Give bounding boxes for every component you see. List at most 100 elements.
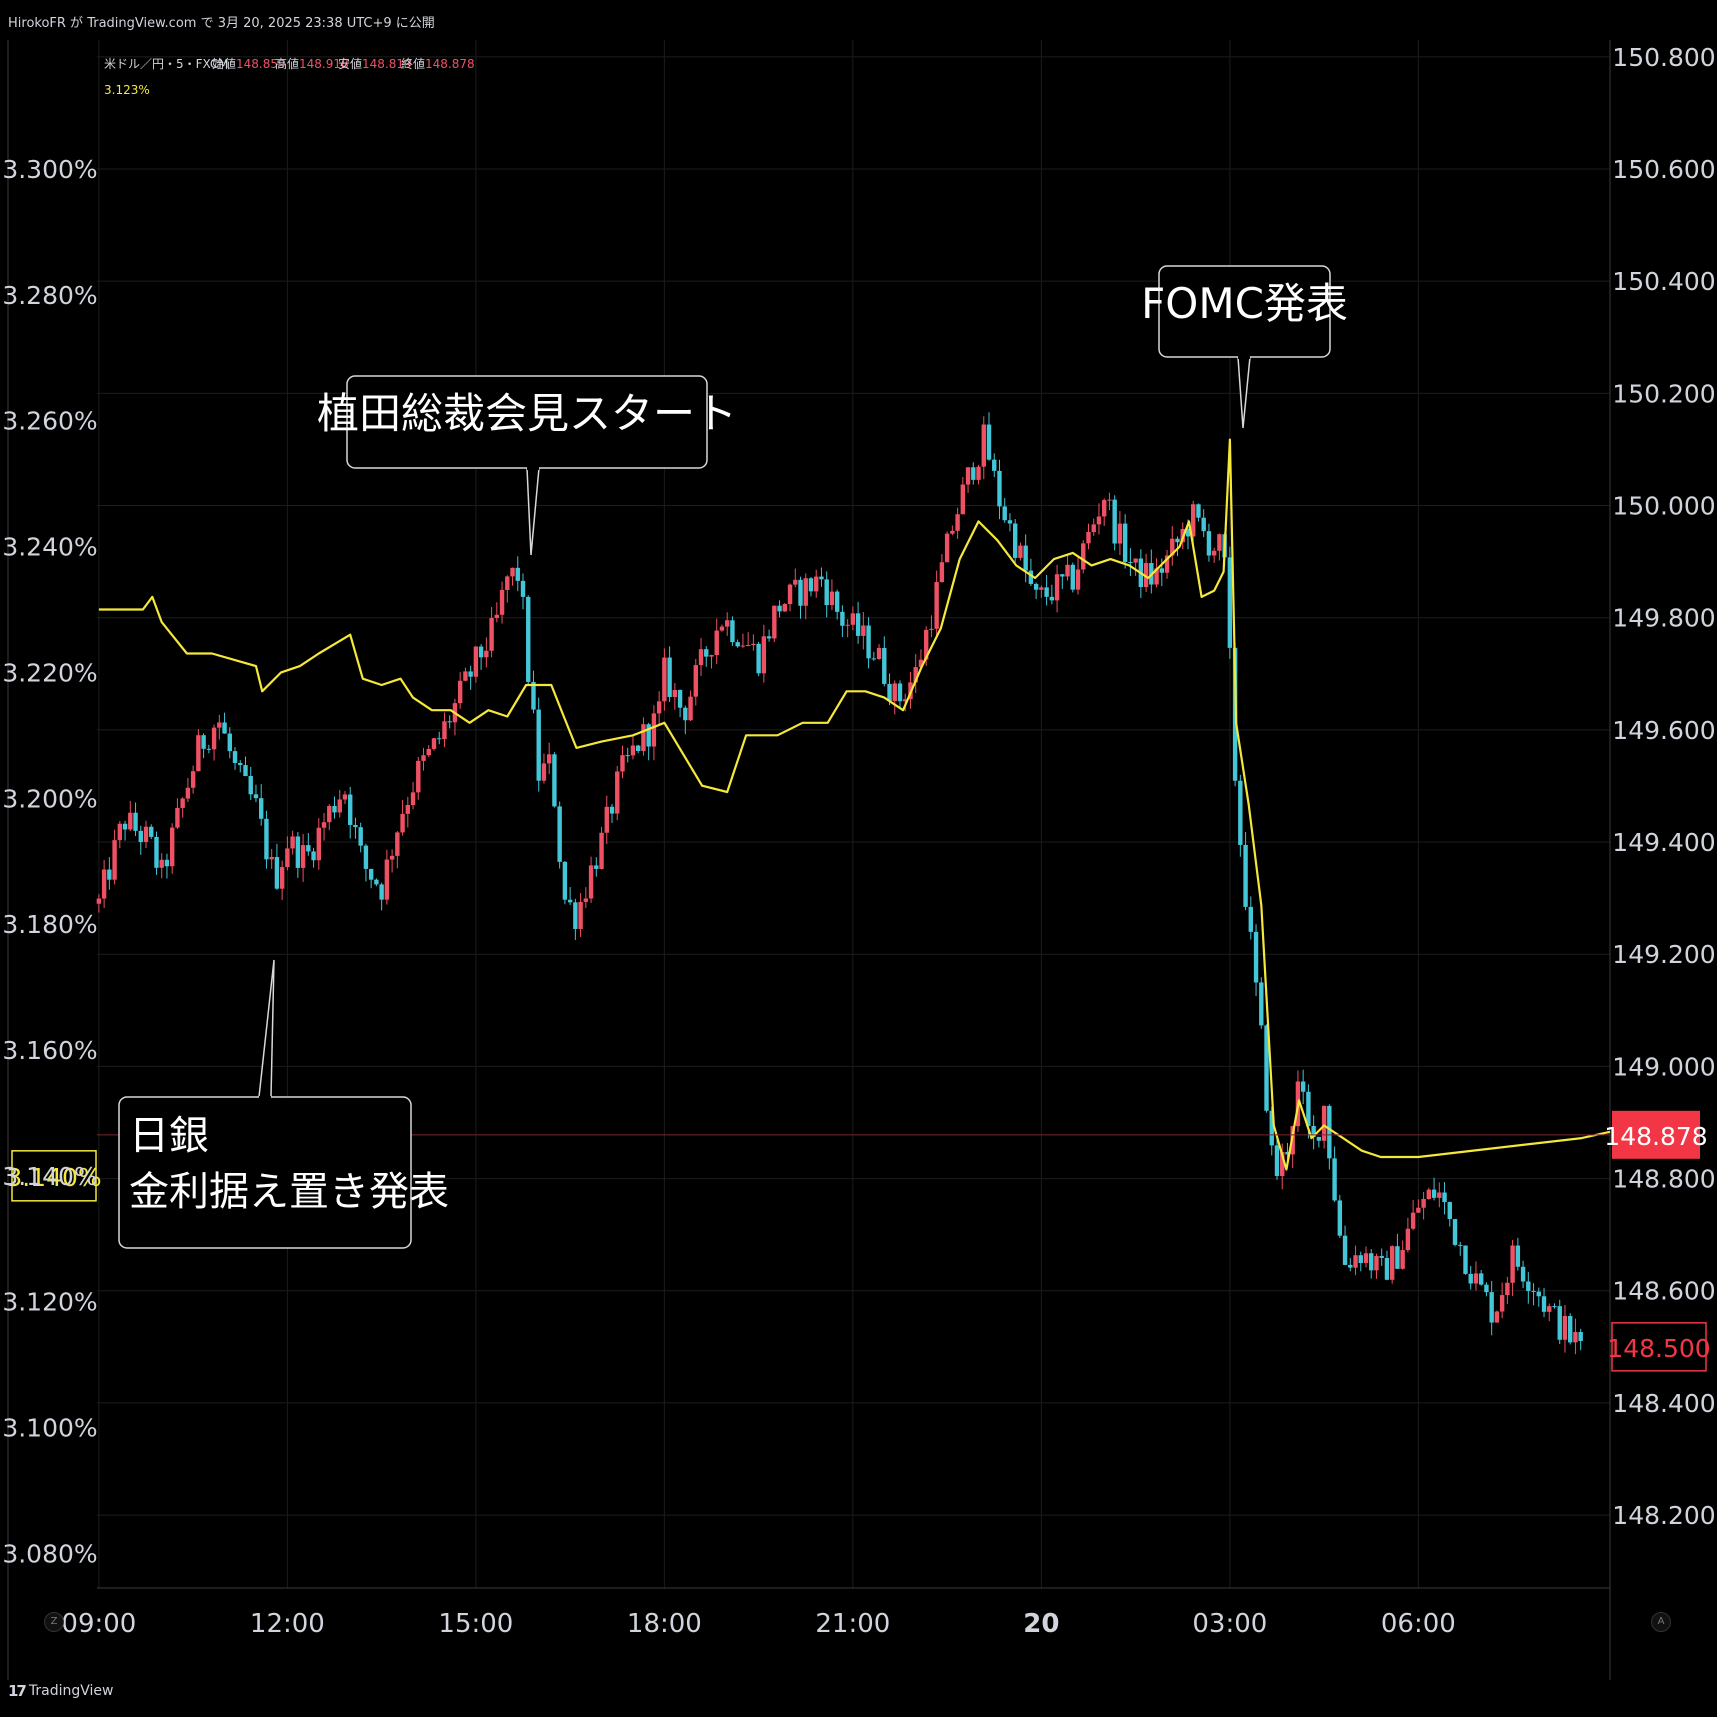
candle-body: [1049, 596, 1055, 601]
candle-body: [1185, 528, 1191, 537]
candle: [279, 860, 285, 900]
candle: [1369, 1249, 1374, 1279]
candle: [1311, 1115, 1316, 1150]
candle: [447, 715, 452, 729]
candle: [1070, 562, 1075, 593]
candle: [410, 782, 416, 810]
candle: [1002, 498, 1007, 523]
candle-body: [866, 625, 871, 659]
annotation-callout: FOMC発表: [1141, 265, 1348, 429]
candle-body: [1384, 1257, 1390, 1280]
candle: [704, 646, 709, 667]
candle: [389, 849, 395, 873]
candle: [1463, 1245, 1468, 1275]
candle: [1091, 518, 1096, 536]
candle: [416, 756, 421, 800]
candle-body: [348, 794, 353, 825]
candle: [1143, 553, 1149, 593]
time-tick-label: 18:00: [627, 1609, 702, 1639]
candle: [971, 462, 976, 485]
legend-low-label: 安値: [338, 56, 362, 71]
candle-body: [876, 647, 882, 659]
current-yield-badge: [11, 1150, 97, 1202]
candle: [683, 705, 688, 735]
candle: [1421, 1191, 1426, 1220]
candle: [997, 459, 1002, 520]
candle-body: [965, 467, 971, 485]
candle-body: [1416, 1207, 1421, 1213]
candle-body: [1552, 1306, 1557, 1308]
candle: [871, 651, 877, 661]
yield-line: [98, 438, 1611, 1171]
candle: [306, 833, 311, 856]
candle-body: [1196, 504, 1201, 518]
candle: [133, 802, 138, 837]
candle: [274, 843, 280, 890]
candle: [526, 595, 531, 686]
candle: [1405, 1217, 1411, 1253]
candle: [1170, 526, 1175, 566]
candle-body: [1102, 500, 1107, 517]
yield-tick-label: 3.300%: [2, 155, 97, 184]
candle-body: [992, 459, 997, 471]
callout-joint: [259, 1096, 271, 1100]
candle-body: [468, 671, 473, 677]
candle: [1573, 1318, 1578, 1355]
legend-open-label: 始値: [212, 56, 236, 71]
candle-body: [1473, 1273, 1479, 1284]
yield-tick-label: 3.120%: [2, 1288, 97, 1317]
candle-body: [1568, 1315, 1573, 1343]
candle-body: [169, 827, 175, 867]
candle-body: [997, 470, 1002, 507]
candle-body: [918, 659, 924, 668]
candle: [107, 857, 112, 890]
timezone-button[interactable]: Z: [44, 1612, 64, 1632]
candle: [159, 853, 164, 879]
candle: [1337, 1194, 1343, 1238]
candle-body: [1159, 568, 1164, 573]
candle: [651, 705, 657, 761]
candle-body: [196, 735, 201, 772]
candle: [269, 848, 274, 870]
candle-body: [1164, 555, 1170, 573]
candle-body: [861, 625, 866, 636]
candle-body: [489, 618, 494, 651]
time-tick-label: 20: [1023, 1609, 1059, 1639]
candle-body: [950, 530, 955, 534]
candle: [1578, 1328, 1583, 1351]
candle: [850, 606, 856, 631]
candle: [939, 554, 945, 583]
candle-body: [588, 865, 594, 899]
candle-body: [1143, 563, 1149, 588]
candle: [557, 801, 562, 869]
yield-tick-label: 3.240%: [2, 533, 97, 562]
candle: [1149, 549, 1154, 594]
candle: [374, 878, 379, 887]
candle-body: [709, 655, 714, 657]
candle: [1154, 558, 1159, 588]
candle-body: [897, 683, 903, 702]
time-tick-label: 06:00: [1381, 1609, 1456, 1639]
candle: [725, 612, 730, 636]
yield-tick-label: 3.160%: [2, 1036, 97, 1065]
candle: [615, 765, 620, 821]
candle-body: [1023, 545, 1028, 571]
candle: [672, 683, 678, 710]
candle: [1389, 1245, 1395, 1284]
candle: [190, 765, 196, 794]
auto-scale-button[interactable]: A: [1651, 1612, 1671, 1632]
candle: [143, 820, 149, 849]
candle-body: [1379, 1256, 1384, 1258]
candle-body: [960, 484, 966, 515]
candle: [1018, 542, 1023, 561]
callout-pointer: [1237, 356, 1251, 429]
candle-body: [1426, 1189, 1432, 1199]
candle-body: [1065, 564, 1070, 577]
candle-body: [327, 805, 332, 823]
candle-body: [667, 657, 672, 698]
candle-body: [635, 745, 641, 751]
candle: [206, 744, 212, 754]
candle: [494, 602, 500, 623]
candle-body: [1437, 1192, 1442, 1198]
